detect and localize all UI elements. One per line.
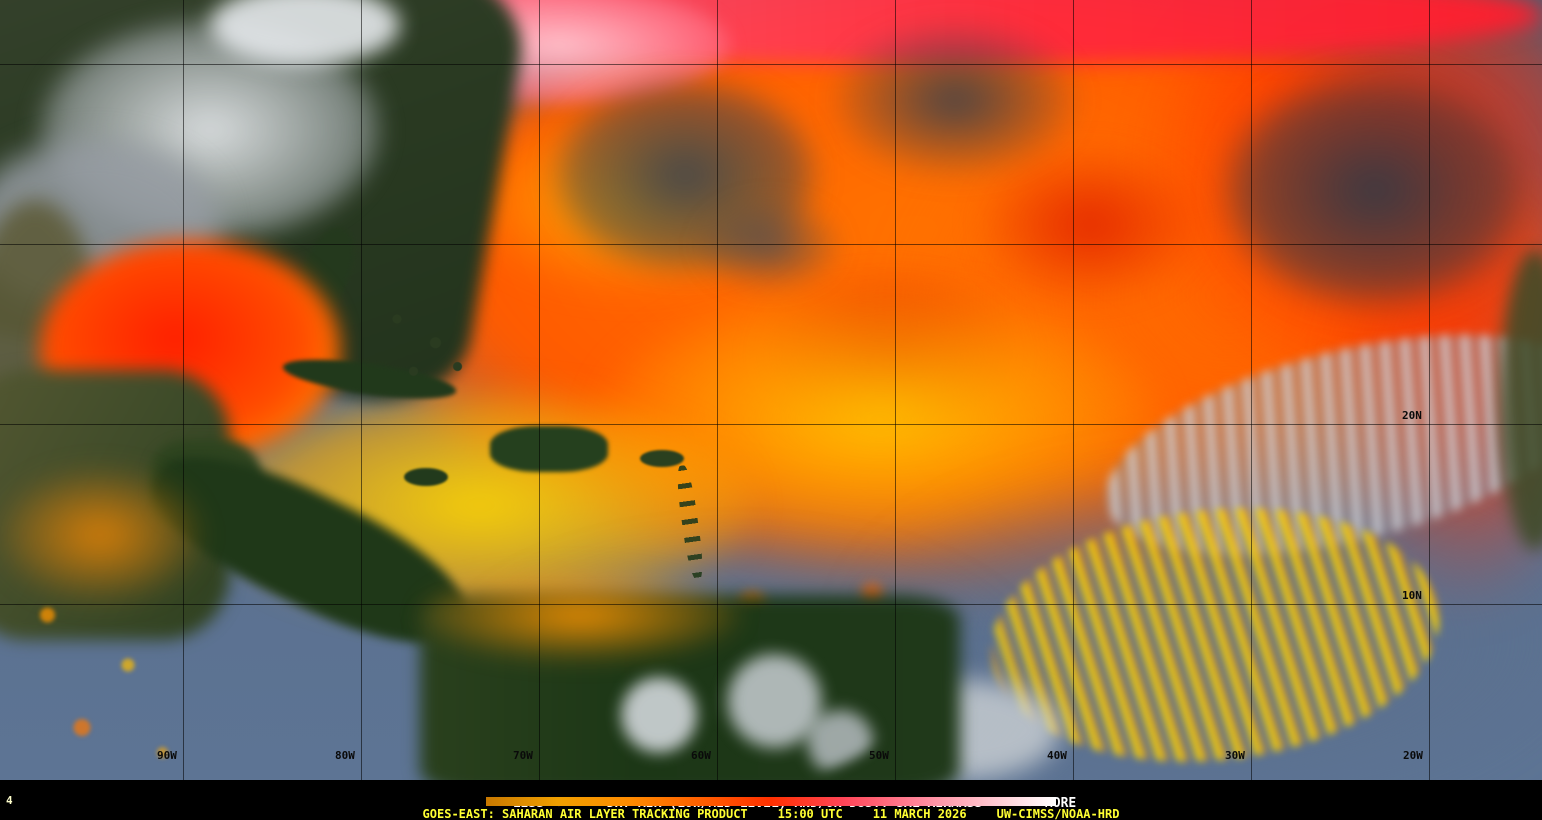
- crimson-patch-2-blob: [980, 150, 1200, 300]
- lon-gridline-60w: [717, 0, 718, 780]
- lon-label-20w: 20W: [1403, 749, 1423, 762]
- lon-gridline-70w: [539, 0, 540, 780]
- dark-cloud-2-blob: [835, 25, 1075, 175]
- lat-gridline-20n: [0, 424, 1542, 425]
- satellite-map: 20N 10N 90W 80W 70W 60W 50W 40W 30W 20W: [0, 0, 1542, 780]
- hispaniola-island-blob: [490, 426, 608, 472]
- lat-label-10n: 10N: [1402, 589, 1422, 602]
- lon-gridline-90w: [183, 0, 184, 780]
- lon-label-40w: 40W: [1047, 749, 1067, 762]
- product-date: 11 MARCH 2026: [872, 807, 967, 820]
- product-caption: GOES-EAST: SAHARAN AIR LAYER TRACKING PR…: [0, 807, 1542, 820]
- lon-gridline-30w: [1251, 0, 1252, 780]
- lon-label-80w: 80W: [335, 749, 355, 762]
- sal-colorbar: [486, 797, 1056, 806]
- jamaica-island-blob: [404, 468, 448, 486]
- dark-cloud-3-blob: [1225, 75, 1525, 305]
- dark-cloud-4-blob: [700, 200, 840, 290]
- lon-label-60w: 60W: [691, 749, 711, 762]
- lon-gridline-50w: [895, 0, 896, 780]
- frame-number: 4: [6, 794, 13, 807]
- puerto-rico-island-blob: [640, 450, 684, 467]
- product-time: 15:00 UTC: [777, 807, 843, 820]
- lon-label-50w: 50W: [869, 749, 889, 762]
- lon-gridline-80w: [361, 0, 362, 780]
- us-cloud-streak-blob: [210, 0, 400, 65]
- pacific-coast-orange-blob: [0, 470, 200, 600]
- lon-label-70w: 70W: [513, 749, 533, 762]
- caption-area: LESS <----- DRY AIR (LOW/MID-LEVEL) AND/…: [0, 780, 1542, 820]
- bahamas-islands-blob: [375, 300, 485, 395]
- lon-gridline-20w: [1429, 0, 1430, 780]
- lon-gridline-40w: [1073, 0, 1074, 780]
- product-credit: UW-CIMSS/NOAA-HRD: [996, 807, 1120, 820]
- lat-gridline-10n: [0, 604, 1542, 605]
- lat-gridline-30n: [0, 64, 1542, 65]
- product-title: GOES-EAST: SAHARAN AIR LAYER TRACKING PR…: [422, 807, 748, 820]
- lon-label-90w: 90W: [157, 749, 177, 762]
- south-america-clouds-blob: [560, 645, 890, 780]
- venezuela-orange-blob: [420, 570, 740, 660]
- lat-gridline-25n: [0, 244, 1542, 245]
- lat-label-20n: 20N: [1402, 409, 1422, 422]
- colorbar-row: [0, 797, 1542, 806]
- lon-label-30w: 30W: [1225, 749, 1245, 762]
